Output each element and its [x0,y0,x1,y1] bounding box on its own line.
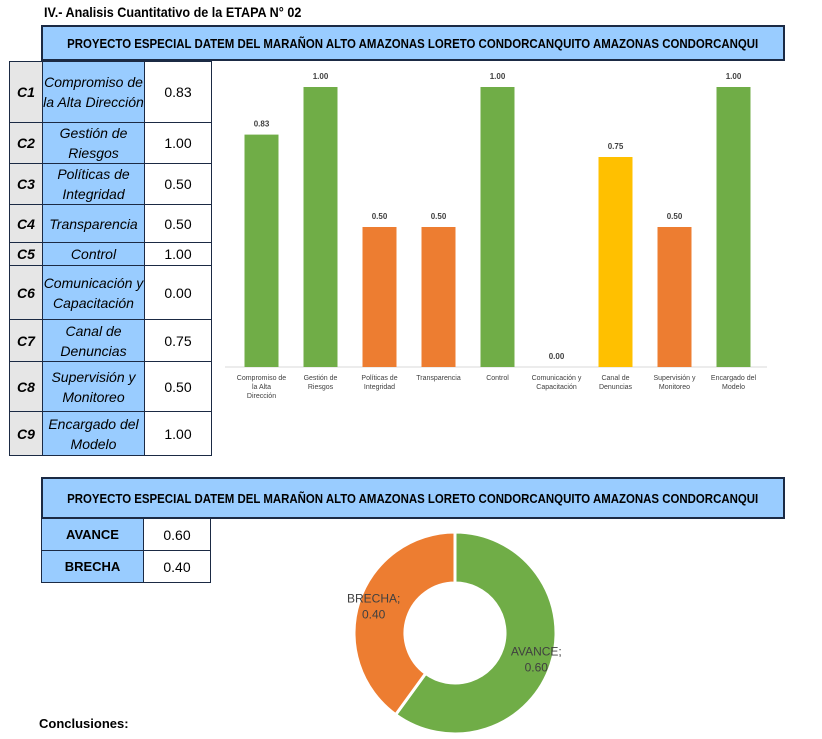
criteria-name: Transparencia [42,204,145,243]
criteria-value: 1.00 [144,411,212,456]
bar [362,227,397,367]
bar [303,87,338,367]
criteria-code: C2 [9,122,43,164]
summary-table: AVANCE 0.60 BRECHA 0.40 [41,518,211,583]
criteria-value: 0.75 [144,319,212,362]
criteria-name: Políticas de Integridad [42,163,145,205]
donut-slice [352,530,457,717]
criteria-row: C7 Canal de Denuncias 0.75 [9,319,212,362]
criteria-name: Supervisión y Monitoreo [42,361,145,412]
project-title-2: PROYECTO ESPECIAL DATEM DEL MARAÑON ALTO… [67,490,759,506]
project-banner-top: PROYECTO ESPECIAL DATEM DEL MARAÑON ALTO… [41,25,785,61]
bar-value-label: 1.00 [313,72,329,81]
criteria-name: Compromiso de la Alta Dirección [42,61,145,123]
category-label: Transparencia [416,375,461,382]
donut-slice [393,530,558,736]
bar-value-label: 0.50 [431,212,447,221]
criteria-name: Canal de Denuncias [42,319,145,362]
criteria-row: C2 Gestión de Riesgos 1.00 [9,122,212,164]
bar [244,134,279,367]
criteria-value: 0.00 [144,265,212,320]
project-banner-bottom: PROYECTO ESPECIAL DATEM DEL MARAÑON ALTO… [41,477,785,519]
donut-label: AVANCE; 0.60 [511,644,562,674]
donut-chart: AVANCE; 0.60 BRECHA; 0.40 [347,530,562,736]
category-label: Canal de Denuncias [599,375,633,391]
criteria-code: C3 [9,163,43,205]
bar-value-label: 0.00 [549,352,565,361]
summary-label: AVANCE [41,518,144,551]
bar-value-label: 0.50 [667,212,683,221]
criteria-code: C1 [9,61,43,123]
criteria-value: 0.50 [144,163,212,205]
criteria-code: C7 [9,319,43,362]
donut-label: BRECHA; 0.40 [347,592,400,622]
criteria-value: 1.00 [144,242,212,266]
category-label: Políticas de Integridad [361,375,397,391]
criteria-name: Encargado del Modelo [42,411,145,456]
criteria-code: C8 [9,361,43,412]
bar-value-label: 0.75 [608,142,624,151]
bar [716,87,751,367]
criteria-code: C9 [9,411,43,456]
criteria-name: Control [42,242,145,266]
criteria-row: C6 Comunicación y Capacitación 0.00 [9,265,212,320]
criteria-value: 1.00 [144,122,212,164]
criteria-value: 0.50 [144,204,212,243]
summary-row: BRECHA 0.40 [41,550,211,583]
section-title: IV.- Analisis Cuantitativo de la ETAPA N… [44,4,302,20]
summary-row: AVANCE 0.60 [41,518,211,551]
criteria-table: C1 Compromiso de la Alta Dirección 0.83 C2 G… [9,61,212,456]
criteria-row: C4 Transparencia 0.50 [9,204,212,243]
criteria-code: C5 [9,242,43,266]
bar-value-label: 0.50 [372,212,388,221]
category-label: Comunicación y Capacitación [532,375,582,391]
criteria-row: C1 Compromiso de la Alta Dirección 0.83 [9,61,212,123]
criteria-row: C3 Políticas de Integridad 0.50 [9,163,212,205]
category-label: Control [486,375,509,382]
criteria-name: Comunicación y Capacitación [42,265,145,320]
bar-value-label: 1.00 [490,72,506,81]
bar [480,87,515,367]
bar [598,157,633,367]
category-label: Encargado del Modelo [711,375,757,391]
summary-value: 0.60 [143,518,211,551]
criteria-value: 0.83 [144,61,212,123]
bar-value-label: 1.00 [726,72,742,81]
bar [657,227,692,367]
project-title: PROYECTO ESPECIAL DATEM DEL MARAÑON ALTO… [67,35,759,51]
summary-label: BRECHA [41,550,144,583]
category-label: Supervisión y Monitoreo [653,375,696,391]
bar [421,227,456,367]
category-label: Gestión de Riesgos [304,375,338,391]
criteria-value: 0.50 [144,361,212,412]
criteria-code: C4 [9,204,43,243]
criteria-name: Gestión de Riesgos [42,122,145,164]
criteria-row: C9 Encargado del Modelo 1.00 [9,411,212,456]
conclusions-label: Conclusiones: [39,716,129,731]
criteria-row: C5 Control 1.00 [9,242,212,266]
bar-chart: 0.83 Compromiso de la Alta Dirección 1.00 Ges… [225,72,767,400]
criteria-row: C8 Supervisión y Monitoreo 0.50 [9,361,212,412]
summary-value: 0.40 [143,550,211,583]
bar-value-label: 0.83 [254,120,270,129]
category-label: Compromiso de la Alta Dirección [237,375,287,400]
criteria-code: C6 [9,265,43,320]
